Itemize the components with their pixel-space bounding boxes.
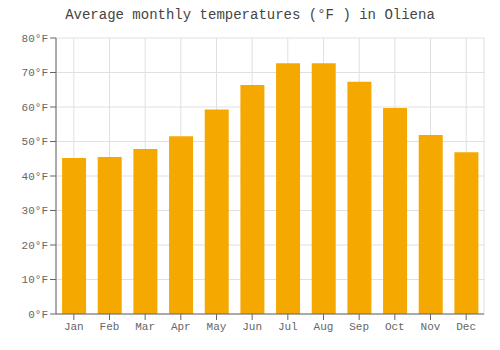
svg-text:Jan: Jan <box>64 321 84 333</box>
svg-text:20°F: 20°F <box>22 240 48 252</box>
svg-text:Sep: Sep <box>349 321 369 333</box>
html-text:Average monthly temperatures (: Average monthly temperatures (°F ) in Ol… <box>65 7 435 23</box>
svg-text:10°F: 10°F <box>22 274 48 286</box>
svg-text:40°F: 40°F <box>22 171 48 183</box>
svg-text:Mar: Mar <box>135 321 155 333</box>
svg-text:Aug: Aug <box>314 321 334 333</box>
svg-text:Apr: Apr <box>171 321 191 333</box>
svg-text:Oct: Oct <box>385 321 405 333</box>
svg-text:60°F: 60°F <box>22 102 48 114</box>
svg-text:30°F: 30°F <box>22 205 48 217</box>
svg-text:Dec: Dec <box>456 321 476 333</box>
svg-text:Jul: Jul <box>278 321 298 333</box>
svg-text:May: May <box>207 321 227 333</box>
svg-text:Feb: Feb <box>100 321 120 333</box>
svg-text:80°F: 80°F <box>22 33 48 45</box>
svg-text:Nov: Nov <box>421 321 441 333</box>
svg-text:0°F: 0°F <box>28 309 48 321</box>
svg-text:70°F: 70°F <box>22 67 48 79</box>
svg-text:50°F: 50°F <box>22 136 48 148</box>
svg-text:Jun: Jun <box>242 321 262 333</box>
